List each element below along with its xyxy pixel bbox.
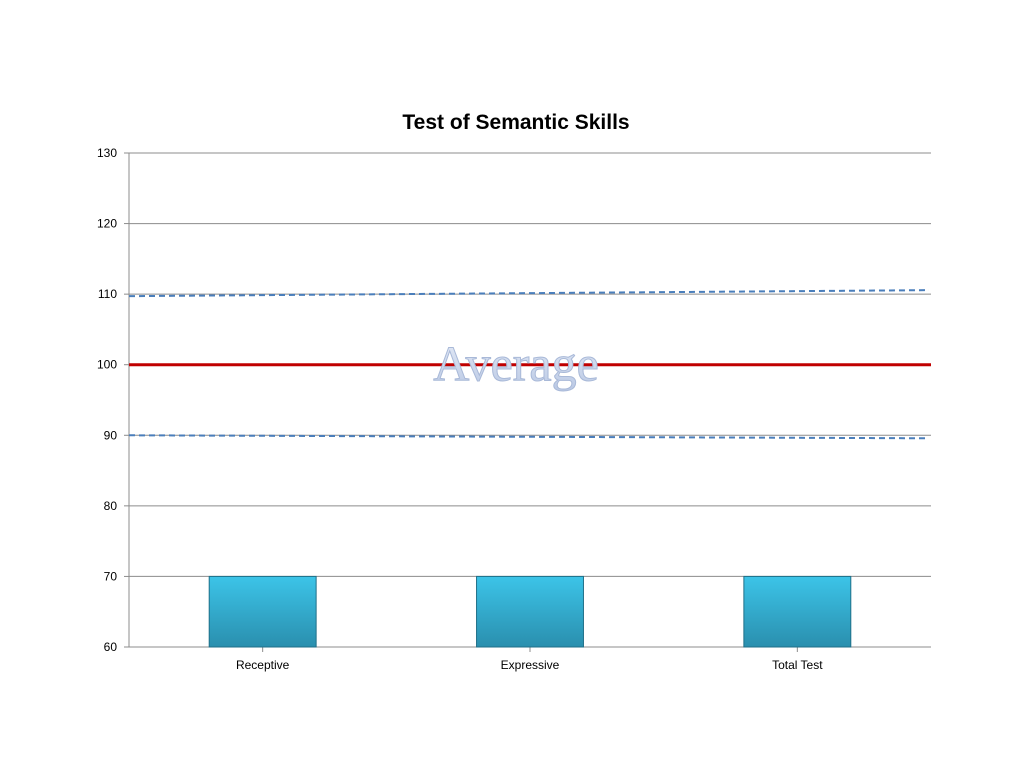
- x-category-label: Expressive: [501, 658, 560, 672]
- y-tick-label: 110: [98, 287, 117, 301]
- reference-lines: [128, 289, 931, 440]
- y-tick-label: 70: [104, 569, 118, 583]
- y-tick-label: 80: [104, 499, 118, 513]
- reference-line-90: [128, 434, 930, 440]
- bar-receptive: [208, 575, 317, 648]
- x-category-label: Receptive: [236, 658, 290, 672]
- y-tick-label: 120: [97, 217, 117, 231]
- bar-total-test: [743, 575, 852, 648]
- bars: [208, 575, 852, 648]
- reference-line-110: [128, 289, 930, 298]
- y-tick-label: 130: [97, 146, 117, 160]
- y-tick-label: 100: [97, 358, 117, 372]
- x-category-label: Total Test: [772, 658, 823, 672]
- y-axis-tick-labels: 60 70 80 90 100 110 120 130: [97, 146, 117, 654]
- y-tick-label: 60: [104, 640, 118, 654]
- bar-expressive: [476, 575, 584, 648]
- y-tick-label: 90: [104, 428, 118, 442]
- x-axis-category-labels: Receptive Expressive Total Test: [236, 658, 823, 672]
- chart-title: Test of Semantic Skills: [402, 111, 629, 134]
- average-annotation: Average: [433, 336, 599, 392]
